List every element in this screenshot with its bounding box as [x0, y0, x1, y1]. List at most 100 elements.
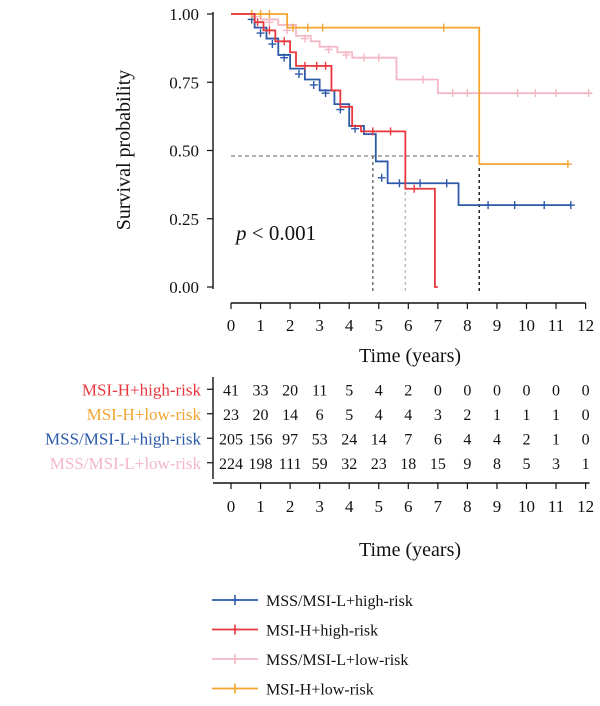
legend-censor-mark [231, 654, 239, 664]
risk-count-cell: 20 [253, 407, 269, 424]
censor-mark [368, 127, 377, 136]
censor-mark [531, 89, 540, 98]
risk-row-label: MSI-H+low-risk [87, 405, 202, 424]
x-tick-label: 8 [463, 316, 472, 335]
censor-mark [484, 201, 493, 210]
risk-x-tick-label: 4 [345, 497, 354, 516]
risk-count-cell: 2 [523, 431, 531, 448]
risk-count-cell: 7 [404, 431, 412, 448]
risk-x-tick-label: 0 [227, 497, 236, 516]
risk-count-cell: 4 [493, 431, 501, 448]
censor-mark [300, 61, 309, 70]
y-tick-label: 0.00 [169, 278, 199, 297]
censor-mark [563, 160, 572, 169]
censor-mark [584, 89, 593, 98]
y-axis-ticks: 0.00 0.25 0.50 0.75 1.00 [169, 5, 213, 297]
risk-row-label: MSS/MSI-L+high-risk [45, 429, 201, 448]
legend-item-msi-h-high-risk: MSI-H+high-risk [212, 623, 378, 640]
censor-mark [280, 37, 289, 46]
risk-count-cell: 41 [223, 382, 239, 399]
risk-x-tick-label: 8 [463, 497, 472, 516]
risk-count-cell: 4 [404, 407, 412, 424]
x-tick-label: 0 [227, 316, 236, 335]
y-tick-label: 0.75 [169, 73, 199, 92]
censor-mark [442, 179, 451, 188]
risk-count-cell: 5 [523, 456, 531, 473]
risk-count-cell: 6 [316, 407, 324, 424]
legend-item-mss-msi-l-low-risk: MSS/MSI-L+low-risk [212, 652, 408, 669]
censor-mark [324, 45, 333, 54]
legend-item-msi-h-low-risk: MSI-H+low-risk [212, 682, 374, 699]
legend-label: MSI-H+high-risk [266, 623, 378, 640]
censor-mark [289, 23, 298, 32]
x-tick-label: 10 [518, 316, 535, 335]
censor-mark [439, 23, 448, 32]
censor-mark [321, 89, 330, 98]
censor-mark [377, 173, 386, 182]
risk-count-cell: 205 [219, 431, 243, 448]
risk-count-cell: 3 [434, 407, 442, 424]
p-value-annotation: p < 0.001 [234, 221, 316, 245]
x-tick-label: 6 [404, 316, 413, 335]
risk-count-cell: 20 [282, 382, 298, 399]
risk-count-cell: 5 [345, 407, 353, 424]
risk-x-tick-label: 2 [286, 497, 295, 516]
censor-mark [309, 80, 318, 89]
censor-mark [265, 10, 274, 18]
censor-mark [448, 89, 457, 98]
risk-table-x-axis-ticks: 0 1 2 3 4 5 6 7 8 9 10 11 12 [227, 483, 594, 516]
risk-table-rows: MSI-H+high-risk 41 33 20 11 5 4 2 0 0 0 0 0 0MSI-H+lo… [45, 380, 590, 473]
censor-mark [303, 23, 312, 32]
censor-mark [268, 40, 277, 49]
y-tick-label: 0.25 [169, 210, 199, 229]
censor-mark [312, 61, 321, 70]
risk-count-cell: 156 [249, 431, 273, 448]
censor-mark [374, 53, 383, 62]
x-tick-label: 3 [315, 316, 324, 335]
median-guide-lines [231, 155, 480, 291]
risk-count-cell: 14 [371, 431, 387, 448]
censor-mark [265, 18, 274, 27]
censor-mark [566, 201, 575, 210]
risk-count-cell: 24 [341, 431, 357, 448]
censor-mark [410, 184, 419, 193]
risk-count-cell: 2 [463, 407, 471, 424]
legend-item-mss-msi-l-high-risk: MSS/MSI-L+high-risk [212, 593, 413, 610]
risk-count-cell: 53 [312, 431, 328, 448]
x-tick-label: 7 [434, 316, 443, 335]
x-tick-label: 5 [375, 316, 384, 335]
risk-count-cell: 15 [430, 456, 446, 473]
risk-count-cell: 4 [375, 382, 383, 399]
censor-mark [265, 26, 274, 35]
risk-count-cell: 18 [400, 456, 416, 473]
risk-count-cell: 1 [552, 431, 560, 448]
risk-count-cell: 11 [312, 382, 327, 399]
risk-count-cell: 4 [463, 431, 471, 448]
risk-row-mss-msi-l-high-risk: MSS/MSI-L+high-risk 205 156 97 53 24 14 7 6 4 4 2 1 0 [45, 429, 590, 448]
censor-mark [386, 127, 395, 136]
risk-count-cell: 33 [253, 382, 269, 399]
risk-count-cell: 4 [375, 407, 383, 424]
risk-count-cell: 23 [371, 456, 387, 473]
risk-count-cell: 111 [279, 456, 302, 473]
censor-mark [318, 23, 327, 32]
y-tick-label: 0.50 [169, 142, 199, 161]
survival-curve-msi-h-high-risk [231, 13, 438, 288]
x-tick-label: 12 [577, 316, 594, 335]
x-tick-label: 9 [493, 316, 502, 335]
risk-count-cell: 8 [493, 456, 501, 473]
risk-row-label: MSI-H+high-risk [82, 380, 202, 399]
survival-curve-mss-msi-l-low-risk [231, 13, 592, 95]
x-tick-label: 11 [548, 316, 564, 335]
risk-count-cell: 9 [463, 456, 471, 473]
km-plot-panel: 0.000.250.500.751.00 0 1 2 3 4 5 6 7 8 9 10 11 12 Su… [113, 5, 594, 367]
series-msi-h-low-risk [231, 10, 572, 169]
legend: MSS/MSI-L+high-risk MSI-H+high-risk MSS/MS… [212, 593, 413, 699]
censor-mark [253, 18, 262, 27]
risk-count-cell: 0 [434, 382, 442, 399]
risk-count-cell: 1 [582, 456, 590, 473]
x-axis-ticks: 0 1 2 3 4 5 6 7 8 9 10 11 12 [227, 303, 594, 335]
risk-row-msi-h-low-risk: MSI-H+low-risk 23 20 14 6 5 4 4 3 2 1 1 1 0 [87, 405, 590, 424]
censor-mark [294, 70, 303, 79]
